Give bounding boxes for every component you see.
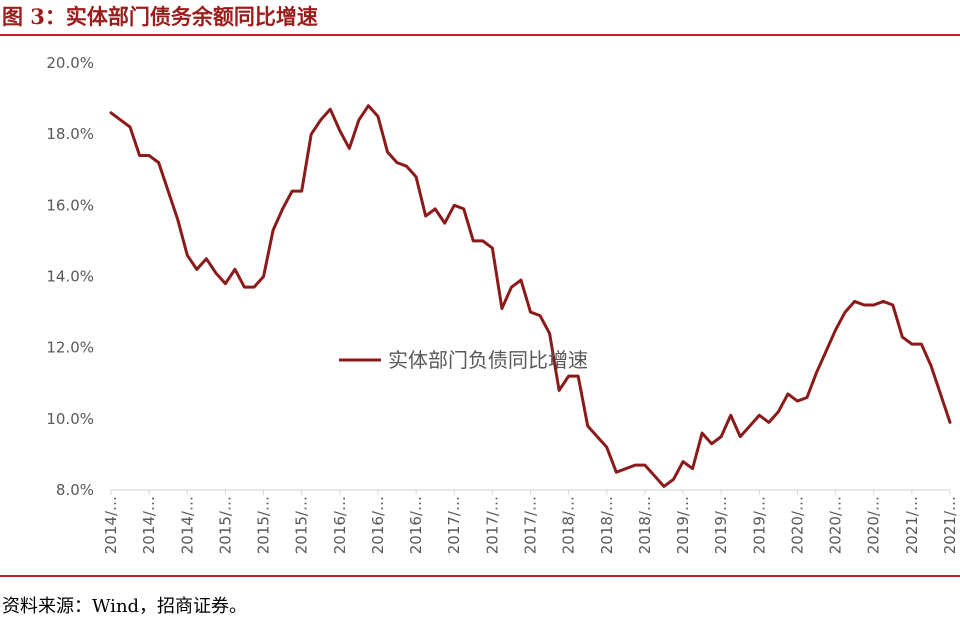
x-tick-label: 2014/… [178, 496, 196, 554]
y-tick-label: 14.0% [46, 268, 94, 286]
x-tick-label: 2021/… [903, 496, 921, 554]
figure-title: 图 3：实体部门债务余额同比增速 [2, 4, 318, 29]
x-tick-label: 2018/… [636, 496, 654, 554]
plot-area [109, 104, 952, 488]
x-tick-label: 2015/… [216, 496, 234, 554]
x-tick-label: 2019/… [750, 496, 768, 554]
x-tick-label: 2020/… [827, 496, 845, 554]
x-axis: 2014/… 2014/… 2014/… 2015/… 2015/… 2015/… 2016… [102, 489, 959, 554]
x-tick-label: 2014/… [140, 496, 158, 554]
x-tick-label: 2016/… [369, 496, 387, 554]
x-tick-label: 2018/… [598, 496, 616, 554]
series-line [109, 104, 952, 488]
x-tick-label: 2015/… [293, 496, 311, 554]
y-axis: 20.0% 18.0% 16.0% 14.0% 12.0% 10.0% 8.0% [46, 54, 94, 499]
source-note: 资料来源：Wind，招商证券。 [2, 596, 248, 617]
legend-label: 实体部门负债同比增速 [388, 348, 588, 372]
x-tick-label: 2017/… [522, 496, 540, 554]
x-tick-label: 2016/… [407, 496, 425, 554]
line-chart: 20.0% 18.0% 16.0% 14.0% 12.0% 10.0% 8.0% 2014/… [46, 54, 959, 554]
x-tick-label: 2020/… [788, 496, 806, 554]
x-tick-label: 2018/… [560, 496, 578, 554]
y-tick-label: 18.0% [46, 125, 94, 143]
x-tick-label: 2014/… [102, 496, 120, 554]
y-tick-label: 16.0% [46, 196, 94, 214]
legend: 实体部门负债同比增速 [339, 348, 588, 372]
title-rule [0, 34, 960, 36]
y-tick-label: 12.0% [46, 339, 94, 357]
y-tick-label: 20.0% [46, 54, 94, 72]
source-rule [0, 575, 960, 577]
y-tick-label: 8.0% [56, 481, 94, 499]
x-tick-label: 2019/… [674, 496, 692, 554]
x-tick-label: 2016/… [331, 496, 349, 554]
x-tick-label: 2020/… [865, 496, 883, 554]
y-tick-label: 10.0% [46, 410, 94, 428]
x-tick-label: 2017/… [483, 496, 501, 554]
x-tick-label: 2021/… [941, 496, 959, 554]
x-tick-label: 2019/… [712, 496, 730, 554]
x-tick-label: 2017/… [445, 496, 463, 554]
x-tick-label: 2015/… [255, 496, 273, 554]
